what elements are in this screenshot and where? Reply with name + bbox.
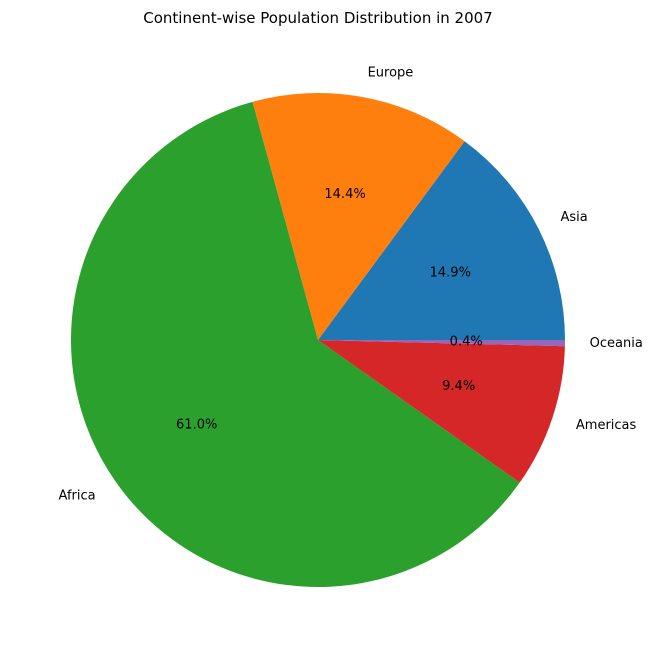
pie-slices [71, 92, 565, 587]
pct-oceania: 0.4% [450, 334, 483, 349]
chart-title: Continent-wise Population Distribution i… [143, 9, 492, 27]
pct-americas: 9.4% [442, 379, 475, 394]
slice-americas [318, 340, 565, 483]
slice-africa [71, 101, 520, 587]
pct-asia: 14.9% [430, 266, 471, 281]
slice-europe [252, 92, 465, 340]
pct-europe: 14.4% [324, 187, 365, 202]
pie-labels: Asia 14.9% Europe 14.4% Africa 61.0% Americas 9… [59, 65, 643, 503]
pct-africa: 61.0% [176, 418, 217, 433]
label-africa: Africa [59, 489, 96, 504]
label-europe: Europe [368, 65, 414, 80]
slice-asia [318, 141, 565, 340]
slice-oceania [318, 340, 565, 347]
label-americas: Americas [576, 418, 637, 433]
label-oceania: Oceania [590, 336, 643, 351]
label-asia: Asia [561, 210, 588, 225]
